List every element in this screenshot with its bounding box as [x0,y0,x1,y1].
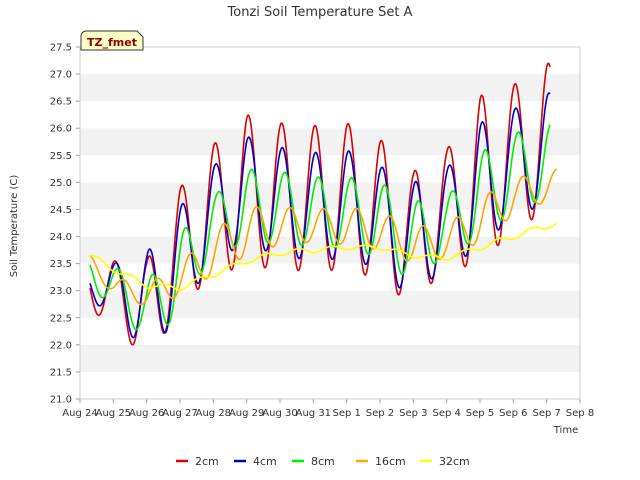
series-line-2cm [89,62,551,346]
grid-band [80,47,580,75]
x-axis-label: Time [553,425,578,436]
series-line-4cm [89,92,551,339]
grid-band [80,290,580,318]
x-tick-label: Aug 28 [196,408,231,419]
tz-fmet-badge: TZ_fmet [80,30,144,51]
y-tick-label: 26.0 [50,124,72,135]
y-tick-label: 26.5 [50,97,72,108]
x-tick-label: Aug 30 [262,408,297,419]
legend: 2cm 4cm 8cm 16cm 32cm [176,455,470,468]
y-tick-label: 24.0 [50,232,72,243]
y-tick-label: 21.0 [50,395,72,406]
grid-band [80,344,580,372]
x-tick-label: Sep 1 [332,408,360,419]
y-tick-label: 25.5 [50,151,72,162]
series-lines [89,62,558,346]
x-tick-label: Aug 26 [129,408,164,419]
y-tick-label: 23.0 [50,286,72,297]
series-line-16cm [89,168,558,306]
legend-label-16cm: 16cm [375,455,406,468]
grid-band [80,236,580,264]
plot-background-bands [80,47,580,399]
grid-band [80,317,580,345]
y-axis-label: Soil Temperature (C) [9,175,20,278]
series-line-8cm [89,124,551,331]
badge-box [80,30,144,51]
x-tick-label: Aug 31 [296,408,331,419]
y-tick-label: 27.0 [50,70,72,81]
y-tick-label: 21.5 [50,367,72,378]
y-tick-label: 22.0 [50,340,72,351]
x-tick-label: Sep 3 [399,408,427,419]
y-tick-label: 24.5 [50,205,72,216]
x-tick-label: Sep 7 [532,408,560,419]
x-tick-label: Sep 8 [566,408,594,419]
x-tick-label: Sep 4 [432,408,460,419]
series-line-32cm [89,222,558,292]
y-axis: 21.0 21.5 22.0 22.5 23.0 23.5 24.0 24.5 25.0 25.5… [50,43,80,406]
grid-band [80,128,580,156]
x-tick-label: Aug 25 [96,408,131,419]
x-tick-label: Sep 6 [499,408,527,419]
grid-band [80,155,580,183]
plot-frame [79,46,581,400]
badge-label: TZ_fmet [87,36,137,49]
y-tick-label: 23.5 [50,259,72,270]
y-tick-label: 27.5 [50,43,72,54]
legend-label-2cm: 2cm [195,455,219,468]
x-tick-label: Sep 2 [366,408,394,419]
legend-label-32cm: 32cm [439,455,470,468]
chart-title: Tonzi Soil Temperature Set A [227,5,413,20]
x-tick-label: Aug 24 [62,408,97,419]
legend-label-8cm: 8cm [311,455,335,468]
grid-band [80,74,580,102]
x-tick-label: Aug 29 [229,408,264,419]
y-tick-label: 22.5 [50,313,72,324]
y-tick-label: 25.0 [50,178,72,189]
grid-band [80,101,580,129]
grid-band [80,371,580,399]
x-tick-label: Aug 27 [162,408,197,419]
legend-label-4cm: 4cm [253,455,277,468]
x-tick-label: Sep 5 [466,408,494,419]
